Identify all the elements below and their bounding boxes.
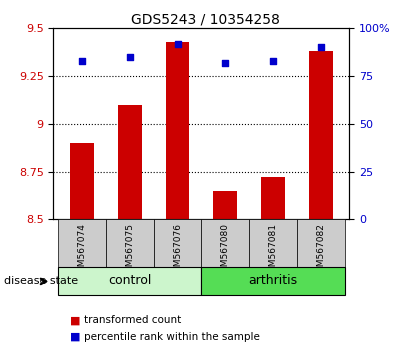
Bar: [213, 191, 237, 219]
Point: [270, 58, 276, 64]
Text: GSM567076: GSM567076: [173, 223, 182, 278]
Bar: [309, 51, 332, 219]
Text: GSM567082: GSM567082: [316, 223, 325, 278]
Bar: [201, 219, 249, 267]
Point: [317, 45, 324, 50]
Point: [222, 60, 229, 65]
Bar: [58, 219, 106, 267]
Bar: [201, 267, 344, 295]
Point: [127, 54, 133, 60]
Text: GSM567080: GSM567080: [221, 223, 230, 278]
Point: [174, 41, 181, 46]
Bar: [297, 219, 344, 267]
Bar: [166, 42, 189, 219]
Bar: [70, 143, 94, 219]
Text: arthritis: arthritis: [248, 274, 298, 287]
Bar: [106, 219, 154, 267]
Text: GDS5243 / 10354258: GDS5243 / 10354258: [131, 12, 280, 27]
Bar: [154, 219, 201, 267]
Bar: [249, 219, 297, 267]
Text: GSM567081: GSM567081: [268, 223, 277, 278]
Text: percentile rank within the sample: percentile rank within the sample: [84, 332, 260, 342]
Bar: [118, 105, 142, 219]
Bar: [58, 267, 201, 295]
Text: GSM567075: GSM567075: [125, 223, 134, 278]
Text: disease state: disease state: [4, 276, 78, 286]
Point: [79, 58, 85, 64]
Text: control: control: [108, 274, 152, 287]
Text: ■: ■: [70, 315, 81, 325]
Bar: [261, 177, 285, 219]
Text: transformed count: transformed count: [84, 315, 182, 325]
Text: GSM567074: GSM567074: [78, 223, 87, 278]
Text: ■: ■: [70, 332, 81, 342]
